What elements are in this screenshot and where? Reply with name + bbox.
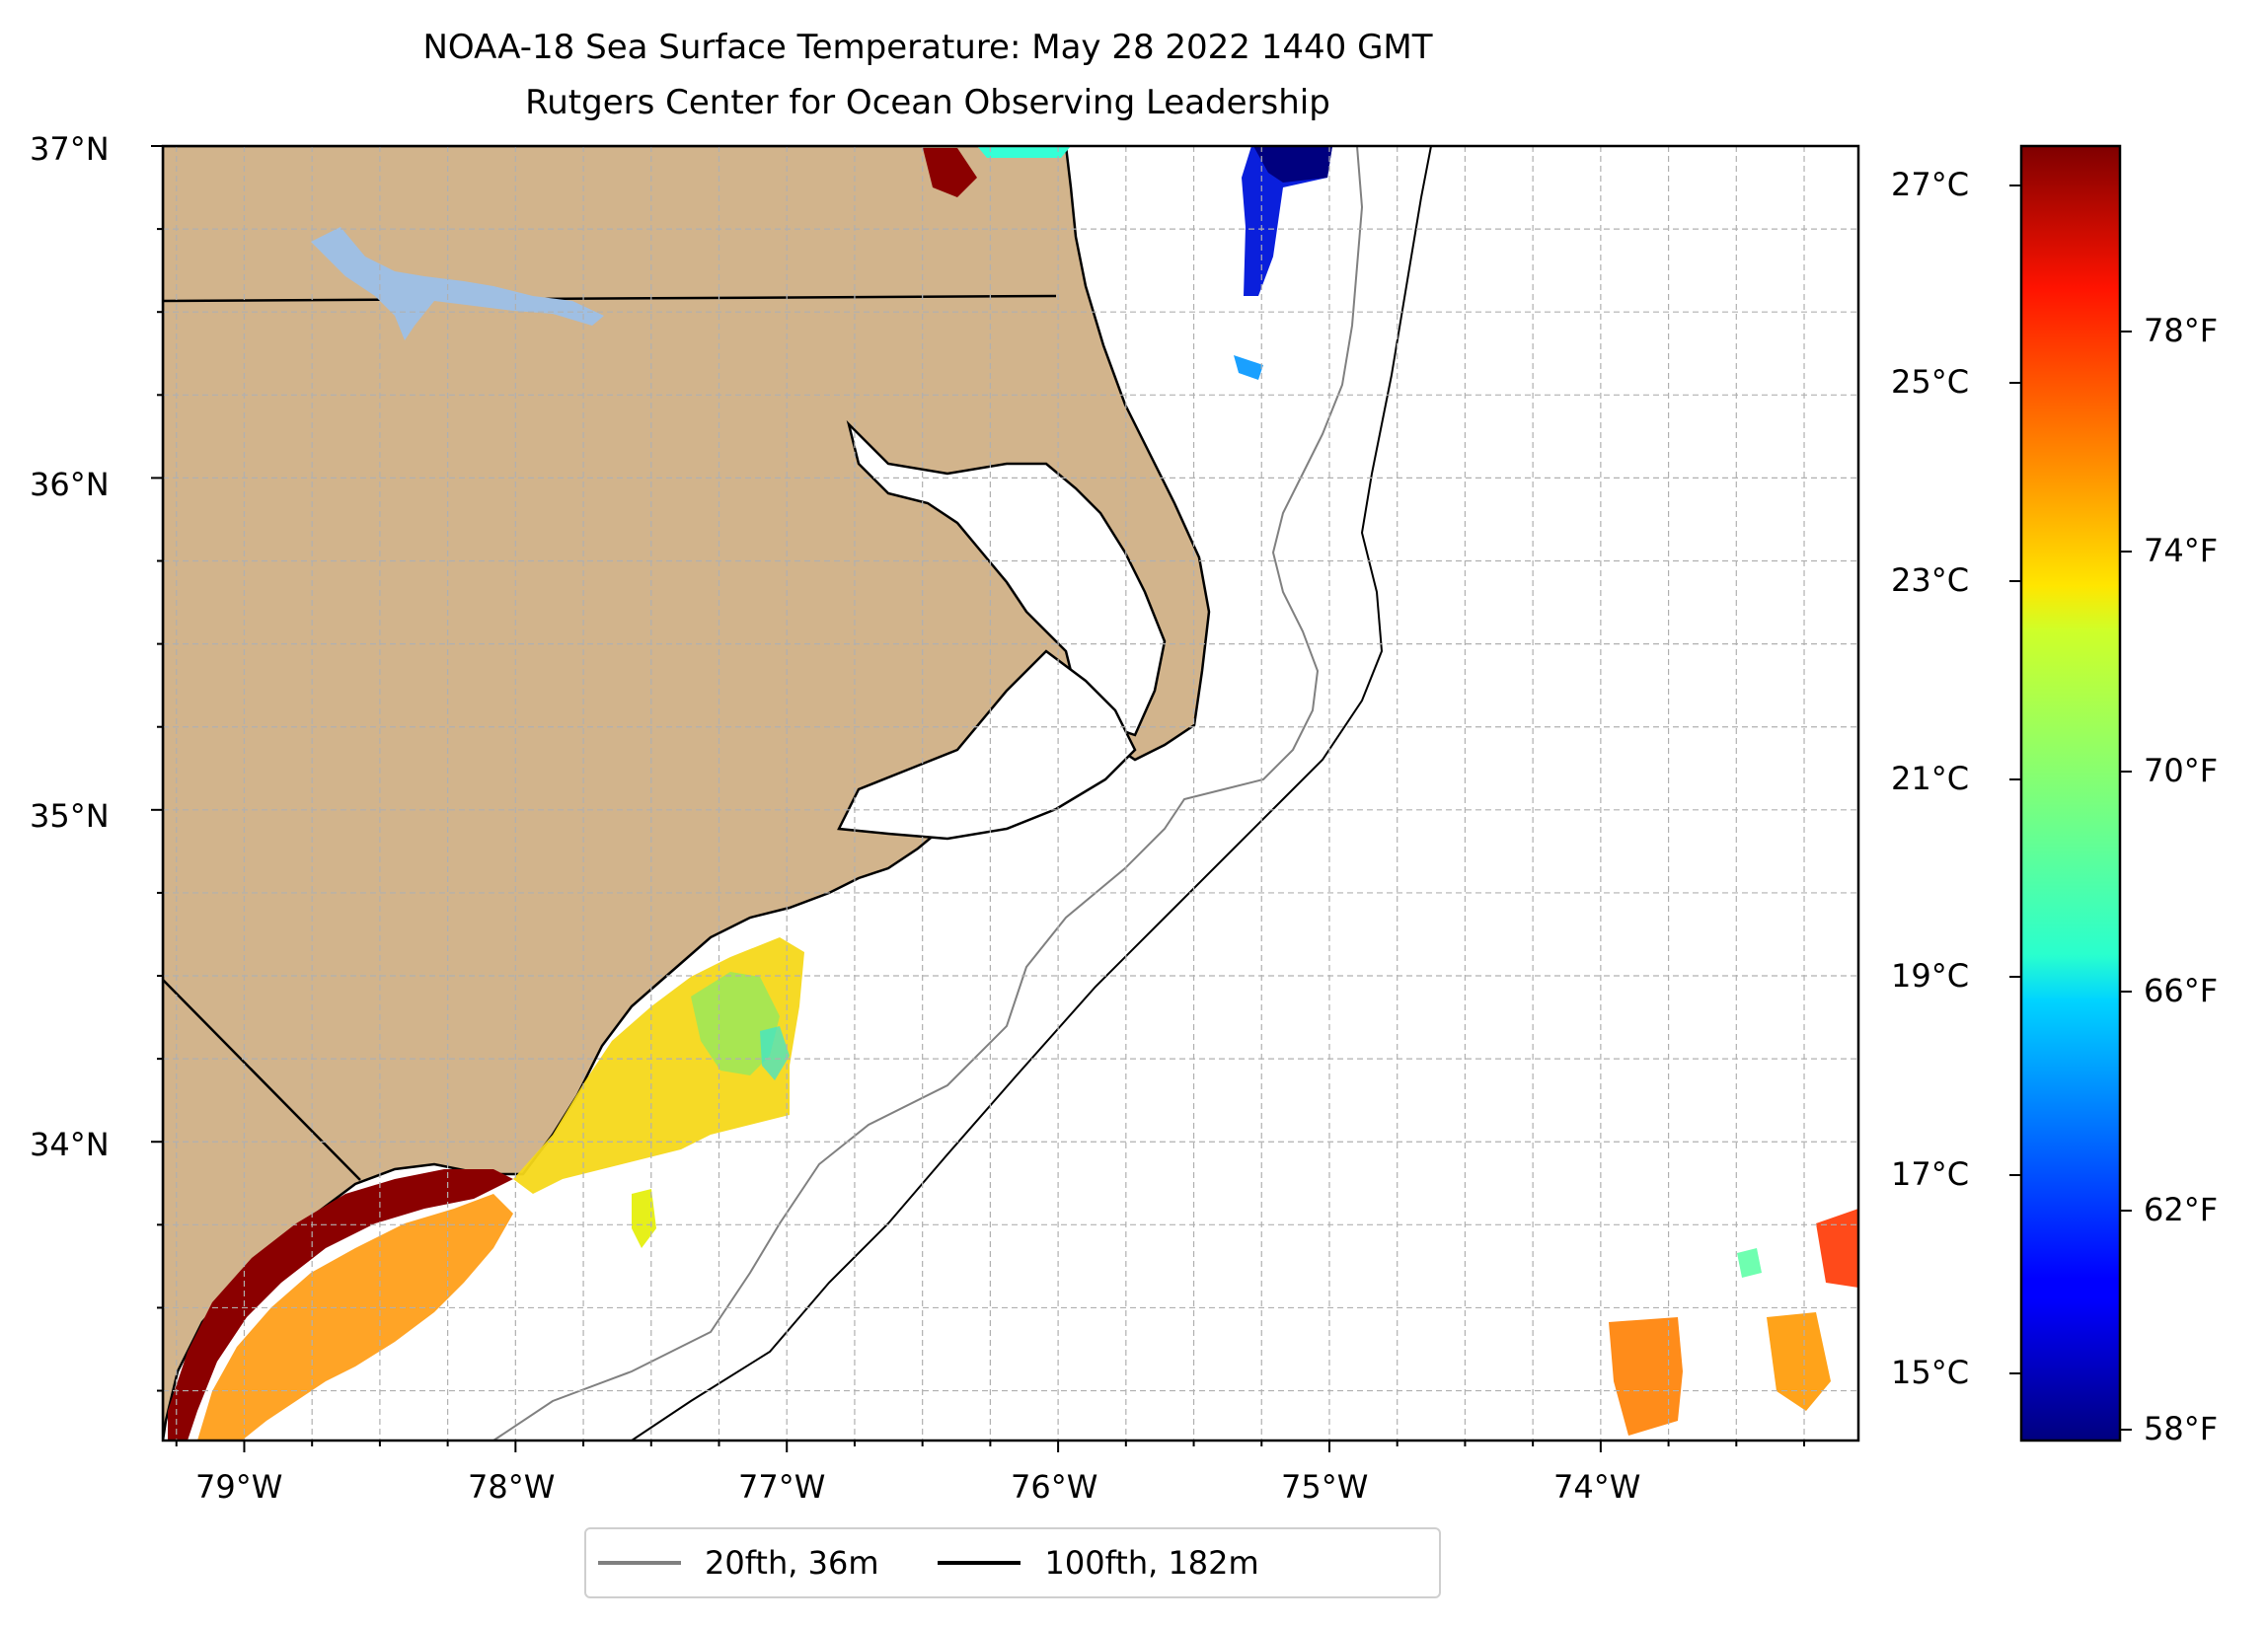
celsius-label-23: 23°C [1891,561,1970,599]
lat-label-37: 37°N [30,130,110,168]
isobath-100fth [631,146,1432,1441]
celsius-label-25: 25°C [1891,363,1970,401]
sst-swath-cyan-patch [760,1026,790,1080]
sst-offshore-patch-4 [1737,1248,1762,1278]
sst-swath-shelf [197,1194,513,1441]
celsius-label-15: 15°C [1891,1354,1970,1391]
isobath-20fth [492,146,1364,1441]
fahrenheit-label-62: 62°F [2144,1191,2219,1228]
legend-label-100fth: 100fth, 182m [1044,1544,1259,1582]
legend-item-20fth: 20fth, 36m [598,1544,878,1582]
lon-label-74: 74°W [1553,1468,1641,1506]
legend-item-100fth: 100fth, 182m [938,1544,1259,1582]
sst-offshore-patch-2 [1767,1312,1831,1411]
sst-north-navy [1253,146,1332,183]
legend-label-20fth: 20fth, 36m [705,1544,879,1582]
lat-label-36: 36°N [30,466,110,503]
sst-swath-green-patch [691,972,780,1075]
celsius-label-17: 17°C [1891,1155,1970,1193]
lon-label-79: 79°W [195,1468,283,1506]
fahrenheit-label-70: 70°F [2144,752,2219,789]
sst-north-cold [1242,146,1332,296]
isobath-legend: 20fth, 36m 100fth, 182m [584,1527,1441,1598]
sst-north-warm [923,148,977,197]
lon-label-78: 78°W [468,1468,556,1506]
fahrenheit-label-66: 66°F [2144,972,2219,1009]
sst-small-yellow [632,1189,656,1248]
fahrenheit-label-78: 78°F [2144,312,2219,349]
celsius-label-21: 21°C [1891,760,1970,797]
colorbar [2019,144,2122,1442]
sst-small-cyan [1234,355,1263,380]
lon-label-75: 75°W [1281,1468,1369,1506]
chart-subtitle: Rutgers Center for Ocean Observing Leade… [525,83,1330,122]
lon-label-77: 77°W [738,1468,826,1506]
fahrenheit-label-74: 74°F [2144,532,2219,569]
sst-north-cyan [977,146,1071,158]
lat-label-34: 34°N [30,1126,110,1163]
sst-offshore-patch-3 [1816,1209,1858,1288]
fahrenheit-label-58: 58°F [2144,1410,2219,1447]
sst-offshore-patch-1 [1609,1317,1683,1436]
celsius-label-27: 27°C [1891,166,1970,203]
lat-label-35: 35°N [30,797,110,835]
legend-line-black [938,1561,1021,1565]
sst-swath-nearshore-warm [168,1169,513,1441]
legend-line-gray [598,1561,681,1565]
pamlico-sound [837,649,1137,841]
celsius-label-19: 19°C [1891,957,1970,995]
lon-label-76: 76°W [1011,1468,1098,1506]
chart-title: NOAA-18 Sea Surface Temperature: May 28 … [422,28,1433,67]
